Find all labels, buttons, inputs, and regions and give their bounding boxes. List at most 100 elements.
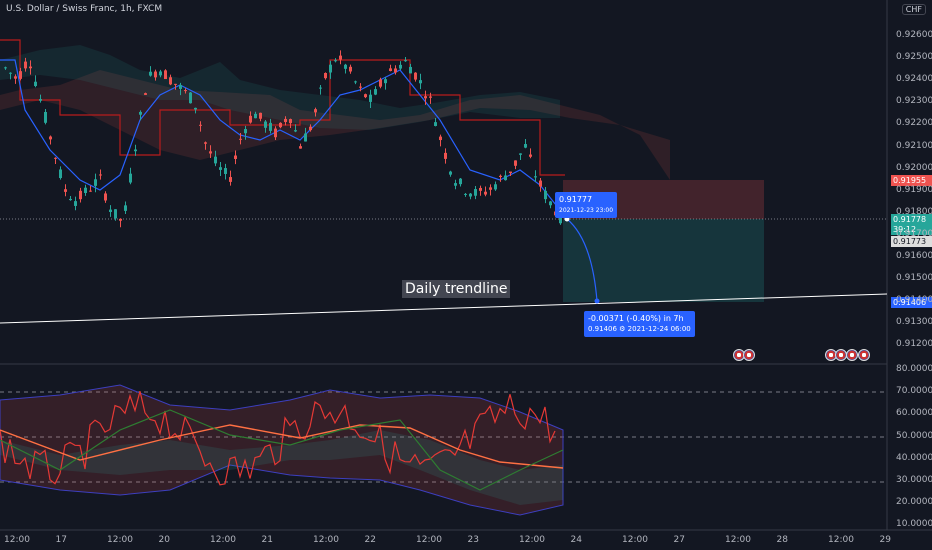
candle bbox=[9, 72, 12, 74]
candle bbox=[484, 191, 487, 195]
candle bbox=[134, 149, 137, 152]
osc-axis-label: 20.00000 bbox=[896, 497, 932, 508]
candle bbox=[359, 86, 362, 88]
price-axis-label: 0.91800 bbox=[896, 206, 932, 217]
candle bbox=[244, 129, 247, 134]
price-axis-label: 0.91700 bbox=[896, 228, 932, 239]
time-axis-label: 12:00 bbox=[828, 535, 854, 545]
tenkan-line bbox=[0, 59, 561, 211]
stop-price-tag: 0.91955 bbox=[891, 175, 932, 186]
price-axis-label: 0.92100 bbox=[896, 140, 932, 151]
candle bbox=[24, 61, 27, 69]
candle bbox=[339, 55, 342, 60]
last-price-tag: 0.91778 bbox=[891, 214, 932, 225]
price-axis-label: 0.91400 bbox=[896, 295, 932, 306]
candle bbox=[439, 136, 442, 141]
candle bbox=[419, 80, 422, 84]
candle bbox=[384, 79, 387, 84]
candle bbox=[264, 121, 267, 128]
price-axis-label: 0.92600 bbox=[896, 30, 932, 40]
candle bbox=[289, 119, 292, 124]
price-axis-label: 0.91900 bbox=[896, 184, 932, 195]
time-axis-label: 12:00 bbox=[107, 535, 133, 545]
candle bbox=[144, 93, 147, 95]
candle bbox=[344, 64, 347, 69]
candle bbox=[159, 71, 162, 76]
candle bbox=[19, 71, 22, 79]
us-flag-icon[interactable] bbox=[846, 349, 858, 361]
osc-axis-label: 70.00000 bbox=[896, 386, 932, 397]
candle bbox=[299, 146, 302, 149]
daily-trendline bbox=[0, 293, 888, 324]
countdown-tag: 39:12 bbox=[891, 224, 932, 235]
candle bbox=[94, 179, 97, 186]
candle bbox=[149, 71, 152, 76]
ichimoku-cloud bbox=[0, 70, 670, 180]
osc-signal-line bbox=[0, 409, 564, 491]
candle bbox=[99, 174, 102, 176]
time-axis-label: 12:00 bbox=[725, 535, 751, 545]
candle bbox=[379, 79, 382, 87]
currency-button[interactable]: CHF bbox=[901, 4, 926, 15]
candle bbox=[189, 92, 192, 104]
candle bbox=[314, 109, 317, 113]
ichimoku-cloud-green bbox=[0, 45, 560, 130]
candle bbox=[389, 68, 392, 72]
time-axis-label: 20 bbox=[158, 535, 170, 545]
candle bbox=[54, 157, 57, 159]
projection-change: -0.00371 (-0.40%) in 7h bbox=[588, 314, 684, 323]
candle bbox=[429, 96, 432, 98]
candle bbox=[449, 171, 452, 175]
candle bbox=[64, 189, 67, 192]
candle bbox=[329, 64, 332, 73]
candle bbox=[494, 184, 497, 190]
candle bbox=[229, 177, 232, 182]
candle bbox=[224, 168, 227, 174]
candle bbox=[404, 60, 407, 62]
candle bbox=[459, 178, 462, 185]
osc-axis-label: 80.00000 bbox=[896, 364, 932, 374]
candle bbox=[174, 83, 177, 85]
time-axis-label: 24 bbox=[570, 535, 582, 545]
candle bbox=[249, 115, 252, 123]
candle bbox=[534, 176, 537, 178]
candle bbox=[69, 198, 72, 201]
candle bbox=[84, 187, 87, 193]
osc-axis-label: 30.00000 bbox=[896, 475, 932, 485]
us-flag-icon[interactable] bbox=[743, 349, 755, 361]
price-axis-label: 0.92000 bbox=[896, 162, 932, 173]
time-axis-label: 12:00 bbox=[313, 535, 339, 545]
time-axis-label: 22 bbox=[364, 535, 376, 545]
candle bbox=[79, 190, 82, 200]
projection-bubble[interactable]: -0.00371 (-0.40%) in 7h 0.91406 ⚙ 2021-1… bbox=[584, 311, 695, 337]
candle bbox=[529, 154, 532, 157]
candle bbox=[179, 85, 182, 89]
trendline-annotation[interactable]: Daily trendline bbox=[402, 280, 511, 298]
time-axis-label: 12:00 bbox=[622, 535, 648, 545]
candle bbox=[164, 70, 167, 80]
candle bbox=[309, 126, 312, 131]
us-flag-icon[interactable] bbox=[858, 349, 870, 361]
candle bbox=[514, 160, 517, 166]
candle bbox=[444, 152, 447, 159]
candle bbox=[509, 171, 512, 174]
candle bbox=[304, 133, 307, 142]
candle bbox=[324, 72, 327, 79]
candle bbox=[464, 193, 467, 195]
candle bbox=[234, 155, 237, 159]
candle bbox=[349, 66, 352, 72]
candle bbox=[169, 77, 172, 85]
price-axis-label: 0.92300 bbox=[896, 96, 932, 107]
candle bbox=[209, 151, 212, 154]
time-axis-label: 23 bbox=[467, 535, 479, 545]
symbol-title[interactable]: U.S. Dollar / Swiss Franc, 1h, FXCM bbox=[6, 4, 163, 14]
candle bbox=[194, 107, 197, 110]
rsi-line bbox=[0, 391, 556, 486]
entry-bubble[interactable]: 0.91777 2021-12-23 23:00 bbox=[555, 192, 618, 218]
entry-price-tag: 0.91773 bbox=[891, 236, 932, 247]
candle bbox=[409, 66, 412, 74]
candle bbox=[319, 87, 322, 89]
candle bbox=[489, 187, 492, 190]
entry-bubble-time: 2021-12-23 23:00 bbox=[559, 207, 614, 214]
